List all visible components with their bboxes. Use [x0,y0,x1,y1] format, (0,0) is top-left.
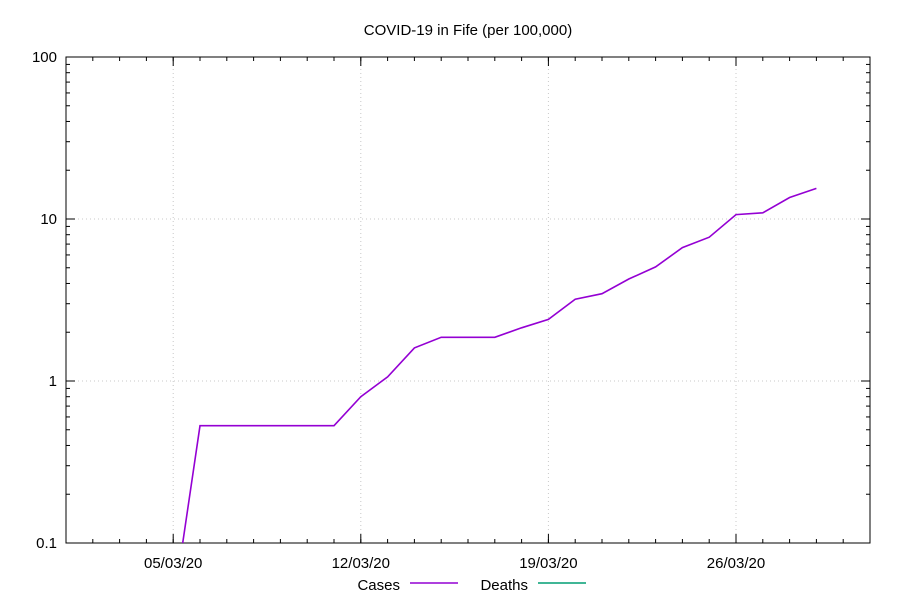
series-line-cases [181,187,817,543]
plot-frame [65,56,871,544]
legend-label-cases: Cases [357,577,400,594]
legend-label-deaths: Deaths [480,577,528,594]
chart-title: COVID-19 in Fife (per 100,000) [364,22,572,39]
y-tick-label: 100 [32,49,57,66]
y-tick-label: 0.1 [36,535,57,552]
y-tick-label: 10 [40,211,57,228]
x-tick-label: 12/03/20 [332,555,390,572]
axes: 0.1 1 10 100 05/03/20 12/03/20 19/03/20 26/03/2… [32,49,871,572]
grid [66,57,870,543]
x-tick-label: 05/03/20 [144,555,202,572]
series-layer [181,187,817,543]
legend: Cases Deaths [357,577,586,594]
y-tick-label: 1 [49,373,57,390]
x-tick-label: 26/03/20 [707,555,765,572]
x-tick-label: 19/03/20 [519,555,577,572]
